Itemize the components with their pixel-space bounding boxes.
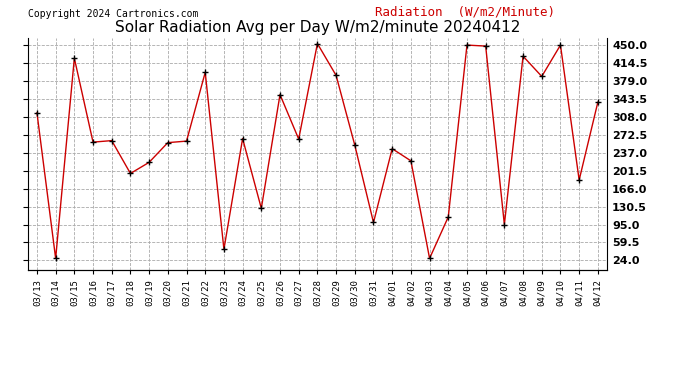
- Text: Copyright 2024 Cartronics.com: Copyright 2024 Cartronics.com: [28, 9, 198, 19]
- Text: Radiation  (W/m2/Minute): Radiation (W/m2/Minute): [375, 6, 555, 19]
- Title: Solar Radiation Avg per Day W/m2/minute 20240412: Solar Radiation Avg per Day W/m2/minute …: [115, 20, 520, 35]
